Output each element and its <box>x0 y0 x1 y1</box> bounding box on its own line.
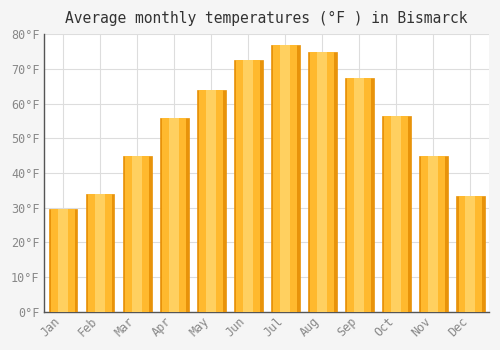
Bar <box>86 194 114 312</box>
Bar <box>236 60 260 312</box>
Bar <box>200 90 223 312</box>
Bar <box>422 156 445 312</box>
Bar <box>132 156 142 312</box>
Bar <box>274 45 297 312</box>
Bar <box>354 78 364 312</box>
Bar <box>234 60 262 312</box>
Bar <box>345 78 374 312</box>
Bar <box>206 90 216 312</box>
Bar <box>280 45 290 312</box>
Bar <box>196 90 226 312</box>
Bar <box>51 209 75 312</box>
Bar <box>348 78 371 312</box>
Bar <box>169 118 179 312</box>
Bar <box>125 156 149 312</box>
Bar <box>243 60 253 312</box>
Title: Average monthly temperatures (°F ) in Bismarck: Average monthly temperatures (°F ) in Bi… <box>66 11 468 26</box>
Bar <box>456 196 485 312</box>
Bar <box>419 156 448 312</box>
Bar <box>458 196 482 312</box>
Bar <box>428 156 438 312</box>
Bar <box>271 45 300 312</box>
Bar <box>382 116 410 312</box>
Bar <box>95 194 105 312</box>
Bar <box>88 194 112 312</box>
Bar <box>58 209 68 312</box>
Bar <box>317 51 328 312</box>
Bar <box>391 116 402 312</box>
Bar <box>308 51 336 312</box>
Bar <box>122 156 152 312</box>
Bar <box>162 118 186 312</box>
Bar <box>48 209 78 312</box>
Bar <box>466 196 475 312</box>
Bar <box>160 118 188 312</box>
Bar <box>384 116 408 312</box>
Bar <box>310 51 334 312</box>
